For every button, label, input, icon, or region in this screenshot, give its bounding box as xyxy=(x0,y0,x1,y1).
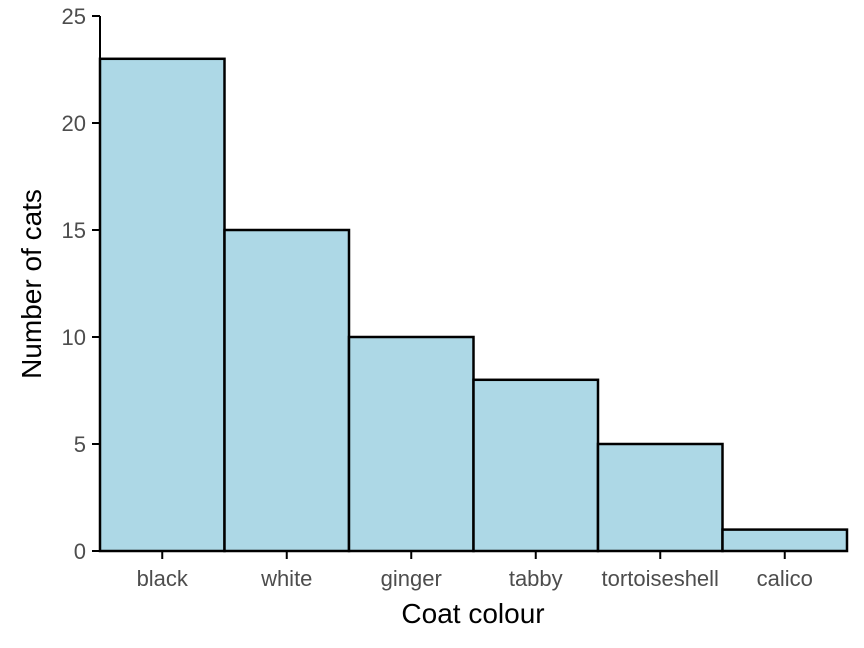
x-tick-label-ginger: ginger xyxy=(381,566,442,591)
bar-calico xyxy=(721,528,849,553)
y-tick-label: 5 xyxy=(74,432,86,457)
bars-group xyxy=(98,57,849,553)
x-tick-label-black: black xyxy=(137,566,189,591)
bar-tortoiseshell xyxy=(596,442,724,553)
bar-ginger xyxy=(347,335,475,553)
x-tick-label-tabby: tabby xyxy=(509,566,563,591)
bar-tabby xyxy=(472,378,600,553)
x-axis-title: Coat colour xyxy=(401,598,544,629)
y-axis-title: Number of cats xyxy=(16,189,47,379)
y-tick-label: 0 xyxy=(74,539,86,564)
x-tick-label-white: white xyxy=(260,566,312,591)
bar-black xyxy=(98,57,226,553)
y-tick-label: 25 xyxy=(62,4,86,29)
bar-white xyxy=(223,228,351,553)
y-tick-label: 10 xyxy=(62,325,86,350)
y-tick-label: 15 xyxy=(62,218,86,243)
x-axis: black white ginger tabby tortoiseshell calico xyxy=(100,550,847,591)
y-axis: 0 5 10 15 20 25 xyxy=(62,4,101,564)
y-tick-label: 20 xyxy=(62,111,86,136)
x-tick-label-calico: calico xyxy=(757,566,813,591)
x-tick-label-tortoiseshell: tortoiseshell xyxy=(602,566,719,591)
